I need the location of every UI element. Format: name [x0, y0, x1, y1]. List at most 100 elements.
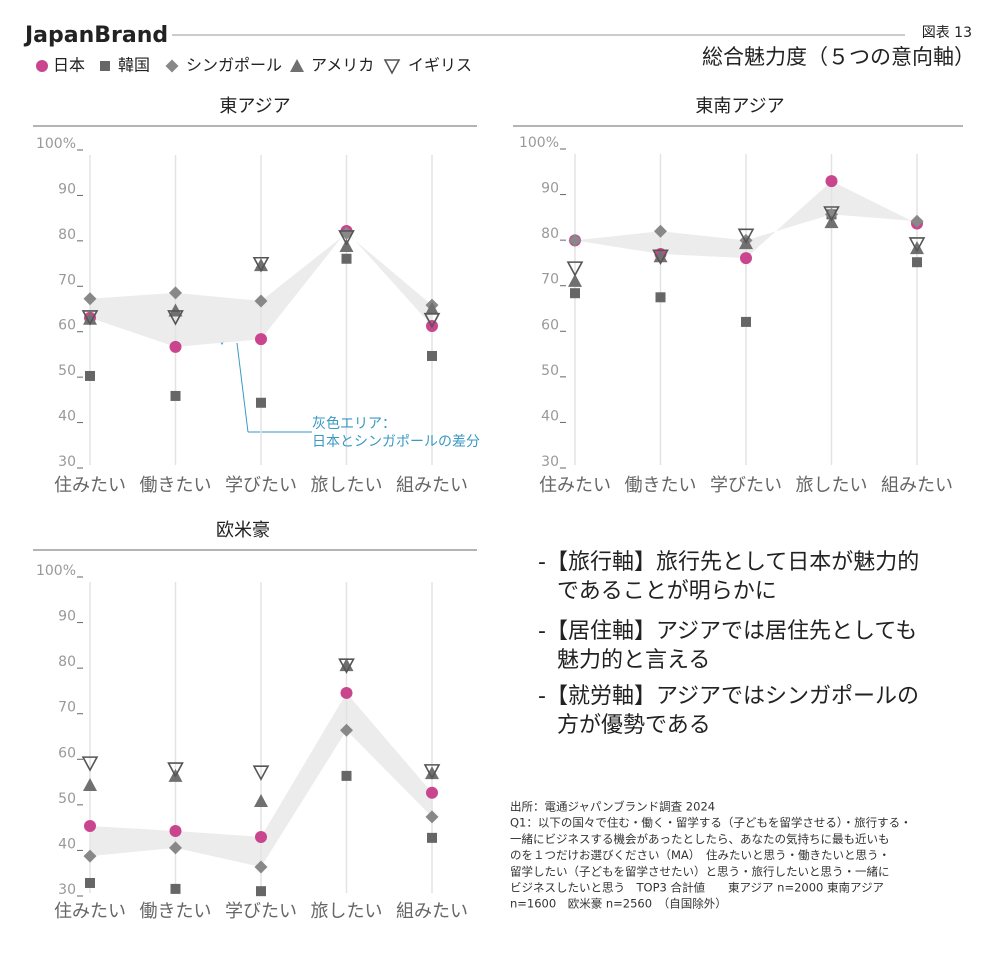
x-tick-label: 働きたい — [140, 901, 212, 922]
marker — [254, 294, 268, 308]
y-tick-label: 30 — [541, 454, 559, 470]
y-tick-label: 50 — [58, 363, 76, 379]
marker — [84, 820, 96, 833]
marker — [167, 310, 184, 326]
marker — [340, 686, 353, 699]
marker — [165, 59, 179, 73]
marker — [254, 793, 268, 807]
marker — [825, 175, 838, 188]
source-note: n=1600 欧米豪 n=2560 （自国除外） — [510, 897, 727, 911]
marker — [168, 303, 183, 317]
legend-label: アメリカ — [311, 56, 374, 75]
marker — [910, 241, 924, 255]
y-tick-label: 40 — [58, 836, 76, 852]
marker — [169, 825, 182, 838]
y-tick-label: 40 — [541, 408, 559, 424]
marker — [341, 770, 352, 781]
marker — [823, 206, 840, 222]
marker — [908, 237, 926, 253]
source-note: 留学したい（子どもを留学させたい）と思う・旅行したいと思う・一緒に — [510, 864, 890, 878]
legend-label: 韓国 — [118, 56, 150, 75]
y-tick-label: 80 — [58, 227, 76, 243]
annotation: 灰色エリア： — [312, 415, 396, 432]
y-tick-label: 90 — [58, 181, 76, 197]
marker — [741, 316, 751, 327]
marker — [290, 59, 304, 72]
y-tick-label: 90 — [58, 609, 76, 625]
marker — [655, 292, 666, 303]
source-note: 一緒にビジネスする機会があったとしたら、あなたの気持ちに最も近いも — [510, 832, 890, 846]
legend-label: 日本 — [53, 56, 85, 75]
marker — [338, 230, 355, 246]
marker — [740, 252, 752, 265]
marker — [252, 256, 270, 273]
x-tick-label: 組みたい — [396, 475, 468, 496]
marker — [81, 756, 99, 772]
marker — [169, 286, 182, 300]
marker — [912, 257, 922, 268]
marker — [427, 350, 437, 361]
y-tick-label: 80 — [58, 654, 76, 670]
marker — [425, 301, 439, 315]
main-title: 総合魅力度（５つの意向軸） — [702, 45, 975, 69]
marker — [255, 830, 267, 843]
x-tick-label: 住みたい — [54, 475, 126, 496]
y-tick-label: 60 — [58, 745, 76, 761]
marker — [167, 762, 184, 778]
marker — [340, 723, 353, 737]
x-tick-label: 旅したい — [311, 475, 383, 496]
y-tick-label: 100% — [519, 135, 559, 151]
annotation: 日本とシンガポールの差分 — [312, 434, 480, 450]
bullet-text: 方が優勢である — [557, 713, 711, 738]
bullet-text: -【旅行軸】旅行先として日本が魅力的 — [538, 550, 919, 575]
marker — [425, 810, 439, 824]
marker — [254, 258, 268, 272]
source-note: ビジネスしたいと思う TOP3 合計値 東アジア n=2000 東南アジア — [510, 881, 884, 895]
marker — [256, 397, 266, 408]
marker — [427, 832, 437, 843]
x-tick-label: 住みたい — [539, 475, 611, 496]
marker — [338, 658, 355, 674]
marker — [910, 214, 924, 228]
marker — [169, 340, 182, 353]
marker — [653, 249, 668, 263]
marker — [383, 59, 401, 75]
marker — [339, 658, 354, 672]
marker — [170, 883, 181, 894]
source-note: 出所：電通ジャパンブランド調査 2024 — [510, 800, 715, 814]
marker — [423, 312, 441, 329]
x-tick-label: 旅したい — [796, 475, 868, 496]
y-tick-label: 70 — [58, 700, 76, 716]
brand: JapanBrand — [23, 23, 168, 48]
chart-title: 東アジア — [219, 96, 290, 117]
marker — [568, 233, 582, 247]
figure-number: 図表 13 — [922, 25, 972, 41]
marker — [737, 228, 755, 245]
marker — [83, 777, 97, 791]
chart-title: 欧米豪 — [216, 520, 270, 541]
y-tick-label: 40 — [58, 409, 76, 425]
marker — [254, 860, 268, 874]
x-tick-label: 組みたい — [396, 901, 468, 922]
marker — [81, 310, 99, 326]
marker — [85, 370, 95, 381]
y-tick-label: 90 — [541, 181, 559, 197]
marker — [825, 207, 838, 221]
marker — [256, 886, 266, 897]
x-tick-label: 学びたい — [225, 475, 297, 496]
legend-label: イギリス — [408, 56, 472, 75]
y-tick-label: 30 — [58, 454, 76, 470]
marker — [169, 841, 182, 855]
y-tick-label: 60 — [541, 317, 559, 333]
marker — [36, 60, 48, 72]
y-tick-label: 80 — [541, 226, 559, 242]
x-tick-label: 働きたい — [625, 475, 697, 496]
x-tick-label: 学びたい — [710, 475, 782, 496]
y-tick-label: 60 — [58, 318, 76, 334]
chart-title: 東南アジア — [695, 96, 784, 117]
bullet-text: -【就労軸】アジアではシンガポールの — [538, 684, 919, 709]
x-tick-label: 住みたい — [54, 901, 126, 922]
marker — [566, 261, 584, 277]
marker — [252, 765, 270, 781]
